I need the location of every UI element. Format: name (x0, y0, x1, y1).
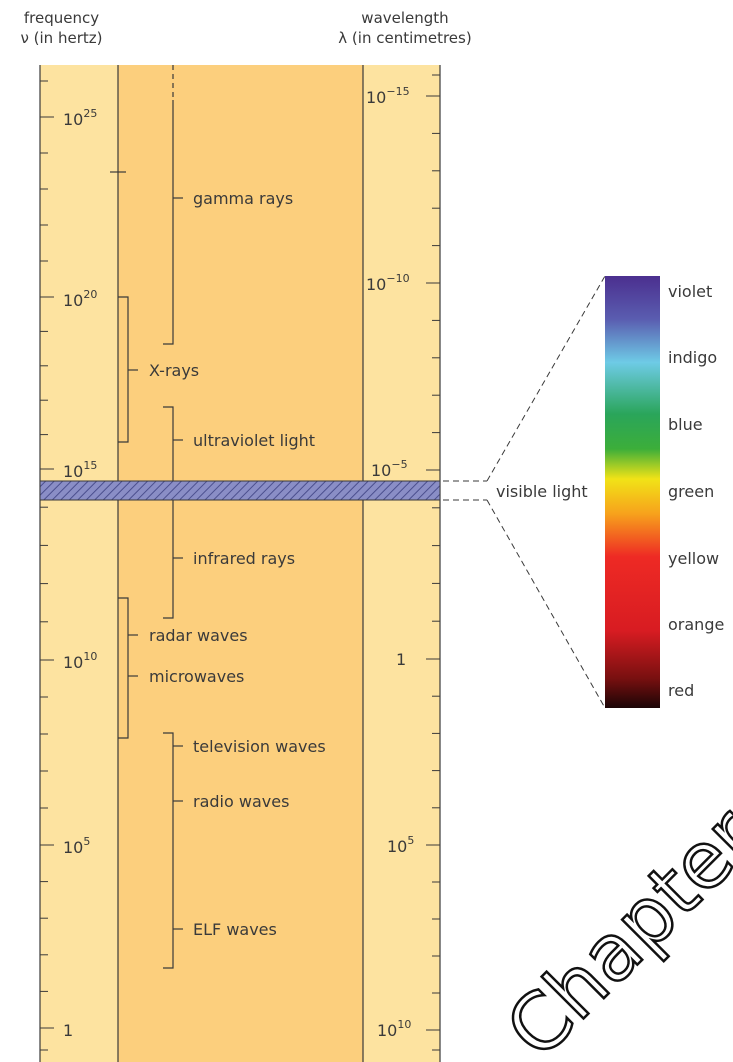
visible-light-label: visible light (496, 482, 588, 501)
freq-label-10-15: 1015 (63, 459, 97, 481)
freq-label-10-5: 105 (63, 835, 90, 857)
visible-light-connectors (443, 275, 606, 709)
gamma-rays-label: gamma rays (193, 189, 293, 208)
wave-label-10-5: 105 (387, 834, 414, 856)
visible-light-band (39, 480, 441, 501)
freq-label-10-25: 1025 (63, 107, 97, 129)
wavelength-title: wavelength (361, 9, 449, 27)
frequency-title: frequency (23, 9, 100, 27)
visible-spectrum-bar (605, 276, 660, 708)
freq-label-10-20: 1020 (63, 288, 97, 310)
wavelength-column (363, 65, 440, 1062)
microwaves-label: microwaves (149, 667, 244, 686)
wave-label-10-m15: 10−15 (366, 85, 410, 107)
elf-waves-label: ELF waves (193, 920, 277, 939)
spectrum-label-indigo: indigo (668, 348, 717, 367)
wave-label-10-m5: 10−5 (371, 458, 408, 480)
spectrum-label-violet: violet (668, 282, 712, 301)
frequency-column (40, 65, 118, 1062)
spectrum-label-red: red (668, 681, 694, 700)
spectrum-label-blue: blue (668, 415, 703, 434)
spectrum-label-yellow: yellow (668, 549, 719, 568)
radar-waves-label: radar waves (149, 626, 248, 645)
infrared-label: infrared rays (193, 549, 295, 568)
wave-label-10-m10: 10−10 (366, 272, 410, 294)
freq-label-1: 1 (63, 1021, 73, 1040)
wavelength-ticks (426, 74, 440, 1051)
wave-label-10-10: 1010 (377, 1018, 411, 1040)
wavelength-unit: λ (in centimetres) (338, 29, 472, 47)
frequency-unit: ν (in hertz) (20, 29, 103, 47)
radio-waves-label: radio waves (193, 792, 289, 811)
freq-label-10-10: 1010 (63, 650, 97, 672)
spectrum-label-green: green (668, 482, 714, 501)
wave-label-1: 1 (396, 650, 406, 669)
frequency-ticks (40, 80, 54, 1051)
spectrum-label-orange: orange (668, 615, 724, 634)
watermark: Chapter (490, 791, 733, 1062)
television-waves-label: television waves (193, 737, 326, 756)
ultraviolet-label: ultraviolet light (193, 431, 315, 450)
band-column (118, 65, 363, 1062)
x-rays-label: X-rays (149, 361, 199, 380)
